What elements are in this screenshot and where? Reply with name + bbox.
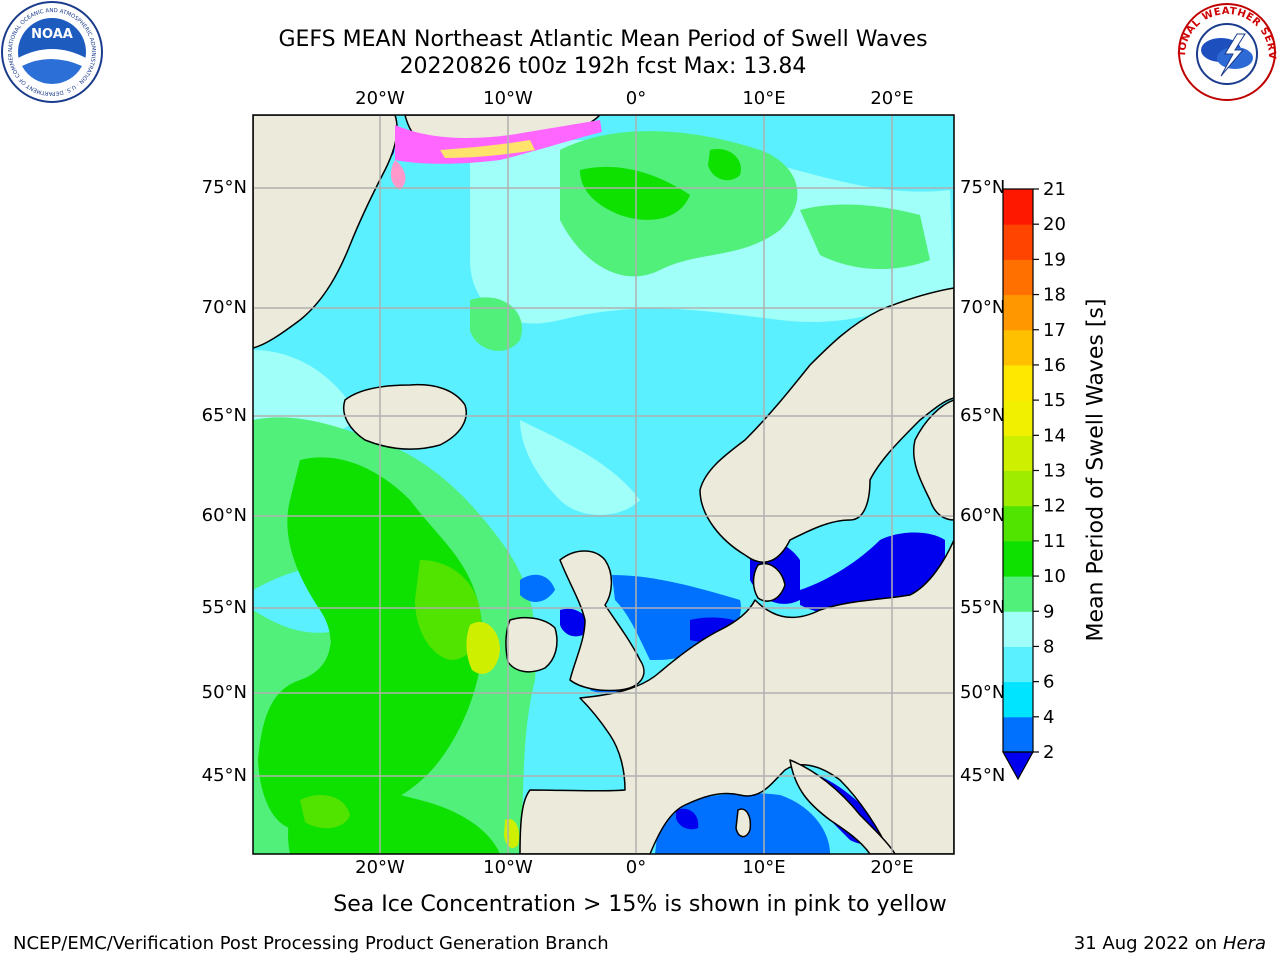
lat-tick-label-right: 50°N	[960, 682, 1006, 703]
colorbar-segment	[1003, 576, 1033, 612]
colorbar-tick-label: 8	[1043, 636, 1054, 657]
colorbar-tick-label: 4	[1043, 707, 1054, 728]
colorbar-segment	[1003, 716, 1033, 753]
lon-tick-label-bottom: 20°W	[355, 857, 405, 878]
colorbar: 21 20 19 18 17 16 15 14 13 12 11 10 9 8 6 4 2	[1001, 179, 1066, 781]
colorbar-segment	[1003, 505, 1033, 542]
lon-tick-label-bottom: 20°E	[870, 857, 914, 878]
lat-tick-label-left: 50°N	[201, 682, 247, 703]
lon-tick-label-bottom: 0°	[625, 857, 647, 878]
noaa-logo: NOAA NATIONAL OCEANIC AND ATMOSPHERIC AD…	[0, 0, 103, 103]
colorbar-label: Mean Period of Swell Waves [s]	[1083, 298, 1109, 642]
colorbar-tick-label: 13	[1043, 461, 1066, 482]
colorbar-tick-label: 17	[1043, 320, 1066, 341]
colorbar-tick-label: 14	[1043, 425, 1066, 446]
colorbar-tick-label: 20	[1043, 214, 1066, 235]
ireland	[505, 616, 558, 673]
lon-tick-label-top: 20°W	[355, 88, 405, 109]
lat-tick-label-right: 65°N	[960, 405, 1006, 426]
colorbar-tick-label: 10	[1043, 566, 1066, 587]
iceland	[343, 383, 467, 450]
colorbar-tick-label: 21	[1043, 179, 1066, 200]
chart-subtitle: 20220826 t00z 192h fcst Max: 13.84	[399, 54, 807, 79]
lat-tick-label-right: 60°N	[960, 505, 1006, 526]
greenland	[253, 115, 398, 349]
lon-tick-label-bottom: 10°W	[483, 857, 533, 878]
footer-date: 31 Aug 2022 on Hera	[1074, 933, 1266, 954]
colorbar-tick-label: 15	[1043, 390, 1066, 411]
sea-ice-caption: Sea Ice Concentration > 15% is shown in …	[333, 892, 947, 917]
colorbar-segment	[1003, 540, 1033, 577]
lon-tick-label-top: 10°W	[483, 88, 533, 109]
nws-logo: NATIONAL WEATHER SERVICE	[1175, 0, 1277, 101]
denmark	[752, 563, 786, 602]
footer-host: Hera	[1222, 933, 1266, 954]
lat-tick-label-right: 55°N	[960, 597, 1006, 618]
colorbar-tick-label: 19	[1043, 249, 1066, 270]
svg-text:NOAA: NOAA	[31, 27, 73, 42]
lat-tick-label-left: 70°N	[201, 297, 247, 318]
lat-tick-label-left: 60°N	[201, 505, 247, 526]
colorbar-segment	[1003, 259, 1033, 296]
colorbar-tick-label: 9	[1043, 601, 1054, 622]
colorbar-tick-label: 6	[1043, 672, 1054, 693]
lon-tick-label-bottom: 10°E	[742, 857, 786, 878]
colorbar-segment	[1003, 646, 1033, 683]
lat-tick-label-left: 75°N	[201, 177, 247, 198]
colorbar-tick-label: 11	[1043, 531, 1066, 552]
lon-tick-label-top: 10°E	[742, 88, 786, 109]
colorbar-segment	[1003, 189, 1033, 225]
colorbar-segment	[1003, 470, 1033, 507]
colorbar-segment	[1003, 294, 1033, 331]
colorbar-segment	[1003, 329, 1033, 366]
lon-tick-label-top: 20°E	[870, 88, 914, 109]
colorbar-tick-label: 16	[1043, 355, 1066, 376]
corsica-sardinia	[735, 808, 752, 838]
period-11-12-band	[300, 560, 481, 829]
map-frame-contents	[253, 115, 954, 854]
lat-tick-label-left: 55°N	[201, 597, 247, 618]
colorbar-segment	[1003, 611, 1033, 647]
colorbar-extend-arrow	[1001, 751, 1035, 781]
footer-date-text: 31 Aug 2022 on	[1073, 933, 1218, 954]
lat-tick-label-right: 45°N	[960, 765, 1006, 786]
chart-title: GEFS MEAN Northeast Atlantic Mean Period…	[278, 27, 928, 52]
map-border	[252, 114, 955, 855]
colorbar-tick-label: 2	[1043, 742, 1054, 763]
lat-tick-label-right: 75°N	[960, 177, 1006, 198]
graticule	[253, 115, 954, 854]
colorbar-tick-label: 12	[1043, 496, 1066, 517]
lon-tick-label-top: 0°	[625, 88, 647, 109]
footer-credit: NCEP/EMC/Verification Post Processing Pr…	[13, 933, 609, 954]
colorbar-segment	[1003, 224, 1033, 260]
lat-tick-label-left: 65°N	[201, 405, 247, 426]
lat-tick-label-right: 70°N	[960, 297, 1006, 318]
continental-europe	[519, 519, 954, 854]
colorbar-tick-label: 18	[1043, 285, 1066, 306]
great-britain	[559, 550, 645, 692]
colorbar-segment	[1003, 681, 1033, 718]
italy	[789, 759, 896, 854]
colorbar-segment	[1003, 400, 1033, 436]
sea-ice	[390, 120, 602, 190]
lat-tick-label-left: 45°N	[201, 765, 247, 786]
colorbar-segment	[1003, 435, 1033, 471]
colorbar-segment	[1003, 364, 1033, 401]
land	[253, 115, 954, 854]
